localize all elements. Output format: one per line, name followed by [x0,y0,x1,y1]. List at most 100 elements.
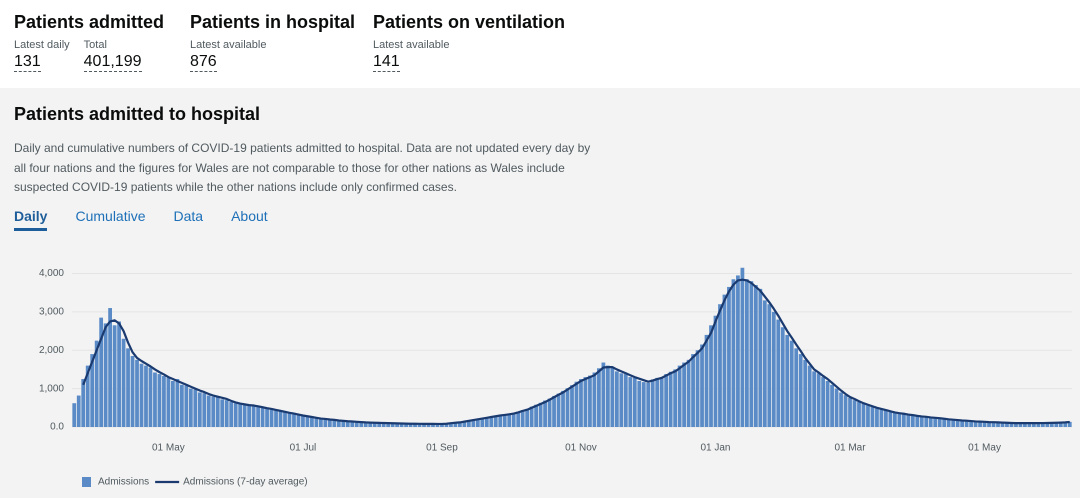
bar [179,384,184,427]
bar [408,423,413,427]
bar [130,356,135,427]
bar [507,413,512,427]
bar [570,385,574,427]
bar [543,400,547,427]
bar [381,423,386,427]
bar [310,417,314,427]
bar [1049,422,1054,427]
y-tick-label: 4,000 [39,268,64,279]
bar [753,285,758,427]
bar [780,327,785,427]
bar [94,340,99,427]
bar [144,365,148,427]
bar [466,420,471,427]
x-tick-label: 01 Jan [700,443,730,454]
tab[interactable]: Data [173,208,204,224]
bar [260,407,265,427]
tab[interactable]: About [231,208,268,224]
bar [960,420,965,427]
bar [614,371,619,427]
bar [601,362,606,427]
bar [767,304,772,427]
bar [345,421,350,427]
y-tick-label: 2,000 [39,345,64,356]
bar [471,419,476,427]
bar [870,407,875,427]
bar [229,402,234,427]
bar [184,385,189,427]
bar [484,417,489,427]
bar [682,362,686,427]
description-line: Daily and cumulative numbers of COVID-19… [14,141,591,155]
bar [1000,422,1005,427]
bar [502,414,507,427]
bar [90,354,95,427]
bar [592,372,597,427]
bar [538,402,543,427]
bar [749,281,754,427]
bar [1027,423,1032,427]
x-tick-label: 01 May [152,443,185,454]
bar [623,374,628,427]
bar [597,368,601,427]
bar [475,418,480,427]
bar [583,377,588,427]
bar [628,377,633,427]
bar [220,399,225,427]
x-tick-label: 01 May [968,443,1001,454]
bar [449,422,453,427]
bar [148,367,153,427]
metric-title: Patients in hospital [190,12,356,32]
bar [848,397,852,427]
description-line: all four nations and the figures for Wal… [14,160,565,175]
bar [404,423,408,427]
bar [372,422,377,427]
metric-label: Latest daily [14,39,70,51]
bar [440,424,444,427]
bar [964,420,969,427]
bar [919,416,924,427]
bar [215,397,220,427]
bar [386,423,391,427]
bar [556,393,561,427]
bar [341,421,346,427]
bar [76,395,81,427]
bar [395,423,399,427]
bar [794,348,799,427]
bar [511,412,516,427]
bar [278,411,283,427]
bar [736,275,740,427]
bar [673,369,678,427]
bar [435,423,440,427]
bar [866,405,870,427]
legend-label: Admissions (7-day average) [183,477,308,488]
bar [233,403,238,427]
bar [807,365,812,427]
metric-title: Patients admitted [14,12,165,32]
bar [126,348,130,427]
bar [363,422,368,427]
bar [498,415,503,427]
metric-value: 141 [373,53,400,72]
bar [565,388,570,427]
bar [695,350,700,427]
x-tick-label: 01 Jul [290,443,317,454]
bar [771,311,776,427]
bar [843,395,848,427]
bar [969,421,973,427]
bar [650,379,655,427]
bar [1009,423,1014,427]
bar [153,372,157,427]
tab[interactable]: Daily [14,208,48,231]
bar [924,417,929,427]
bar [422,423,426,427]
bar [251,406,256,427]
bar [489,416,494,427]
bar [462,421,467,427]
legend-label: Admissions [98,477,149,488]
bar [265,408,269,427]
bar [377,423,382,427]
bar [852,400,857,427]
bar [1058,422,1063,427]
tab[interactable]: Cumulative [75,208,146,224]
